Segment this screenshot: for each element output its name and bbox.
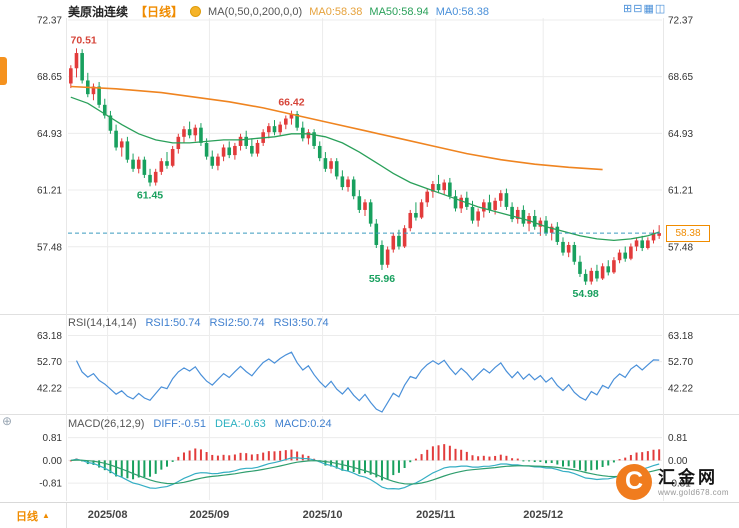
period-tag: 【日线】 <box>135 5 184 19</box>
y-axis-label: 63.18 <box>668 331 693 342</box>
price-annotation: 66.42 <box>278 97 304 109</box>
y-axis-label: 64.93 <box>37 129 62 140</box>
chart-header: 美原油连续 【日线】 MA(0,50,0,200,0,0) MA0:58.38 … <box>68 3 489 20</box>
rsi-line <box>75 351 660 413</box>
ma200-line <box>70 85 603 171</box>
last-price-badge: 58.38 <box>666 225 710 243</box>
diff-value: DIFF:-0.51 <box>153 418 206 430</box>
y-axis-label: 57.48 <box>668 242 693 253</box>
y-axis-label: 0.81 <box>668 433 688 444</box>
price-annotation: 54.98 <box>572 288 598 300</box>
period-tab-daily[interactable]: 日线 ▲ <box>0 503 67 528</box>
new-window-icon[interactable]: ◫ <box>654 3 666 15</box>
y-axis-label: 68.65 <box>668 72 693 83</box>
candlestick-series <box>69 48 661 285</box>
logo-title: 汇金网 <box>658 467 718 487</box>
x-axis-month-label: 2025/08 <box>87 509 128 521</box>
y-axis-label: 0.00 <box>668 456 688 467</box>
macd-params: MACD(26,12,9) <box>68 418 145 430</box>
add-panel-icon[interactable]: ⊞ <box>623 3 633 15</box>
grid-layout-icon[interactable]: ▦ <box>643 3 654 15</box>
y-axis-label: 42.22 <box>37 383 62 394</box>
panel-borders <box>0 18 739 501</box>
macd-dea-line <box>70 459 660 485</box>
dea-value: DEA:-0.63 <box>215 418 266 430</box>
x-axis-month-label: 2025/11 <box>416 509 456 521</box>
ma0-close-value: MA0:58.38 <box>435 5 489 18</box>
rsi1-value: RSI1:50.74 <box>145 317 201 329</box>
y-axis-label: 52.70 <box>37 357 62 368</box>
logo-icon: C <box>616 464 652 500</box>
y-axis-label: 64.93 <box>668 129 693 140</box>
rsi3-value: RSI3:50.74 <box>273 317 329 329</box>
price-annotation: 61.45 <box>137 189 163 201</box>
y-axis-label: 72.37 <box>668 15 693 26</box>
y-axis-label: 0.00 <box>43 456 63 467</box>
ma50-line <box>70 96 660 242</box>
y-axis-label: 0.81 <box>43 433 63 444</box>
price-annotations: 70.51 66.42 61.45 55.96 54.98 <box>70 34 598 300</box>
chart-toolbar: ⊞ ⊟ ▦ ◫ <box>623 2 665 16</box>
rsi2-value: RSI2:50.74 <box>209 317 265 329</box>
ma0-value: MA0:58.38 <box>309 5 363 18</box>
macd-histogram <box>69 444 661 481</box>
ma50-value: MA50:58.94 <box>369 5 429 18</box>
y-axis-label: 61.21 <box>668 185 693 196</box>
ma-settings-icon[interactable] <box>190 6 202 17</box>
macd-diff-line <box>70 457 660 490</box>
drawer-handle[interactable] <box>0 57 7 85</box>
x-axis-month-label: 2025/10 <box>302 509 343 521</box>
rsi-params: RSI(14,14,14) <box>68 317 137 329</box>
price-annotation: 70.51 <box>70 34 96 46</box>
ma-params: MA(0,50,0,200,0,0) <box>208 5 303 18</box>
rsi-header: RSI(14,14,14) RSI1:50.74 RSI2:50.74 RSI3… <box>68 317 329 329</box>
y-axis-label: -0.81 <box>668 479 691 490</box>
period-up-arrow-icon: ▲ <box>42 511 50 520</box>
x-axis-month-label: 2025/12 <box>523 509 564 521</box>
macd-value: MACD:0.24 <box>274 418 332 430</box>
grid-lines <box>68 18 662 500</box>
symbol-name: 美原油连续 <box>68 5 129 19</box>
y-axis-label: 63.18 <box>37 331 62 342</box>
y-axis-label: 61.21 <box>37 185 62 196</box>
y-axis-label: 72.37 <box>37 15 62 26</box>
axis-labels: 72.37 72.37 68.65 68.65 64.93 64.93 61.21 61.21… <box>37 15 693 489</box>
watermark-logo: C 汇金网 www.gold678.com <box>616 464 729 500</box>
split-view-icon[interactable]: ⊟ <box>633 3 643 15</box>
logo-url: www.gold678.com <box>658 487 729 497</box>
price-annotation: 55.96 <box>369 273 395 285</box>
macd-header: MACD(26,12,9) DIFF:-0.51 DEA:-0.63 MACD:… <box>68 418 332 430</box>
x-axis-month-label: 2025/09 <box>189 509 230 521</box>
y-axis-label: 52.70 <box>668 357 693 368</box>
y-axis-label: -0.81 <box>39 479 62 490</box>
x-axis-bar: 日线 ▲ 2025/08 2025/09 2025/10 2025/11 2025/12 <box>0 502 739 528</box>
period-label: 日线 <box>16 510 39 523</box>
y-axis-label: 57.48 <box>37 242 62 253</box>
y-axis-label: 68.65 <box>37 72 62 83</box>
panel-settings-icon[interactable]: ⊕ <box>2 414 13 428</box>
y-axis-label: 42.22 <box>668 383 693 394</box>
